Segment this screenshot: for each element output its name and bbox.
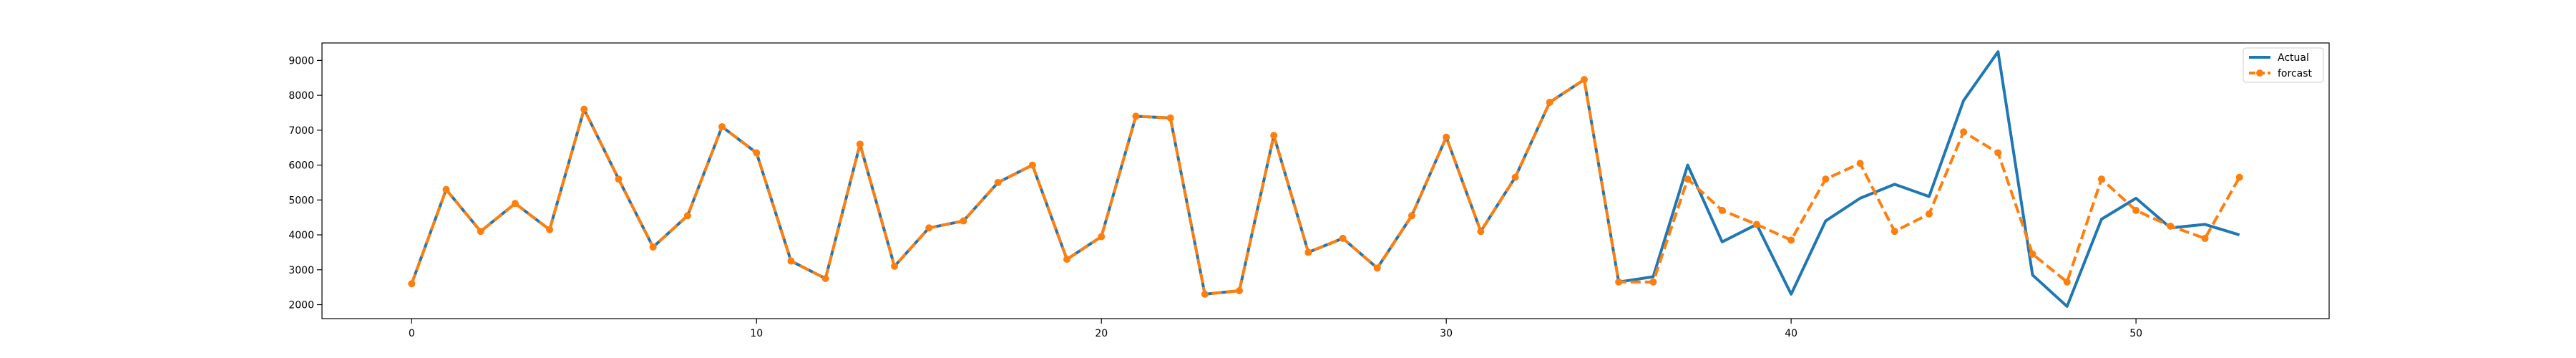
legend-label-actual: Actual xyxy=(2278,52,2309,64)
data-point-forcast xyxy=(1580,76,1588,84)
data-point-forcast xyxy=(2235,173,2243,181)
data-point-forcast xyxy=(683,212,691,220)
legend: Actual forcast xyxy=(2243,47,2324,83)
y-tick-label: 7000 xyxy=(288,125,314,137)
y-tick-label: 5000 xyxy=(288,195,314,206)
plot-area xyxy=(321,42,2330,319)
data-point-forcast xyxy=(1201,290,1209,298)
data-point-forcast xyxy=(1890,228,1898,236)
data-point-forcast xyxy=(1028,161,1036,169)
data-point-forcast xyxy=(1511,173,1519,181)
y-tick-label: 3000 xyxy=(288,265,314,276)
data-point-forcast xyxy=(1270,132,1278,140)
data-point-forcast xyxy=(1752,221,1760,228)
data-point-forcast xyxy=(2063,278,2071,286)
data-point-forcast xyxy=(1132,112,1140,120)
y-tick-label: 6000 xyxy=(288,160,314,172)
y-tick-label: 8000 xyxy=(288,90,314,102)
data-point-forcast xyxy=(1994,149,2002,157)
legend-marker-forcast xyxy=(2256,69,2263,77)
data-point-forcast xyxy=(925,224,933,232)
data-point-forcast xyxy=(2132,206,2140,214)
data-point-forcast xyxy=(1960,128,1968,136)
data-point-forcast xyxy=(1822,175,1830,183)
data-point-forcast xyxy=(2167,222,2175,230)
x-tick-label: 30 xyxy=(1440,328,1453,339)
data-point-forcast xyxy=(718,122,726,130)
data-point-forcast xyxy=(615,175,623,183)
data-point-forcast xyxy=(1925,210,1933,218)
x-axis: 0 10 20 30 40 50 xyxy=(409,319,2142,339)
data-point-forcast xyxy=(1856,160,1864,168)
x-tick-label: 20 xyxy=(1095,328,1108,339)
data-point-forcast xyxy=(1236,287,1244,295)
data-point-forcast xyxy=(994,178,1002,186)
data-point-forcast xyxy=(856,140,864,148)
data-point-forcast xyxy=(1098,233,1106,241)
data-point-forcast xyxy=(753,149,761,157)
y-axis: 2000 3000 4000 5000 6000 7000 8000 9000 xyxy=(288,55,322,311)
data-point-forcast xyxy=(891,262,899,270)
x-tick-label: 10 xyxy=(750,328,763,339)
data-point-forcast xyxy=(1373,264,1381,272)
data-point-forcast xyxy=(580,105,588,113)
series-line-forcast xyxy=(410,78,2241,296)
x-tick-label: 0 xyxy=(409,328,415,339)
data-point-forcast xyxy=(546,226,554,233)
data-point-forcast xyxy=(960,217,967,225)
data-point-forcast xyxy=(1684,175,1692,183)
data-point-forcast xyxy=(821,274,829,282)
data-point-forcast xyxy=(1477,228,1485,236)
data-point-forcast xyxy=(1407,212,1415,220)
data-point-forcast xyxy=(1718,206,1726,214)
data-point-forcast xyxy=(477,228,484,236)
data-point-forcast xyxy=(511,200,519,208)
y-tick-label: 9000 xyxy=(288,55,314,67)
data-point-forcast xyxy=(408,280,416,288)
legend-label-forcast: forcast xyxy=(2278,68,2313,79)
y-tick-label: 2000 xyxy=(288,300,314,311)
data-point-forcast xyxy=(1166,114,1174,122)
y-tick-label: 4000 xyxy=(288,230,314,241)
series-line-actual xyxy=(410,50,2240,308)
data-point-forcast xyxy=(1649,278,1657,286)
data-point-forcast xyxy=(1304,248,1312,256)
data-point-forcast xyxy=(2029,250,2036,258)
data-point-forcast xyxy=(1546,98,1553,106)
series-layer xyxy=(408,50,2243,308)
data-point-forcast xyxy=(649,243,657,251)
data-point-forcast xyxy=(1787,236,1795,244)
data-point-forcast xyxy=(1443,133,1450,141)
x-tick-label: 40 xyxy=(1785,328,1797,339)
data-point-forcast xyxy=(1615,278,1623,286)
data-point-forcast xyxy=(1339,234,1347,242)
data-point-forcast xyxy=(787,257,795,265)
data-point-forcast xyxy=(2201,234,2209,242)
data-point-forcast xyxy=(1063,256,1071,263)
data-point-forcast xyxy=(2097,175,2105,183)
data-point-forcast xyxy=(442,185,450,193)
x-tick-label: 50 xyxy=(2129,328,2142,339)
